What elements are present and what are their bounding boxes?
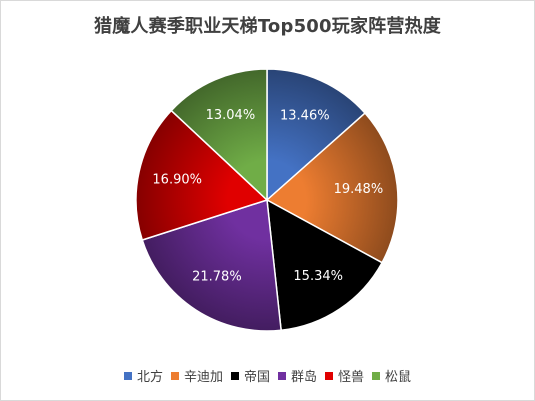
- pie-slice-北方: [266, 68, 367, 202]
- data-label: 13.04%: [206, 108, 256, 123]
- legend-label: 松鼠: [385, 370, 412, 385]
- pie-slice-怪兽: [135, 109, 269, 241]
- legend-swatch: [123, 371, 132, 380]
- data-label: 13.46%: [280, 109, 330, 124]
- legend-label: 怪兽: [338, 370, 365, 385]
- legend-swatch: [170, 371, 179, 380]
- legend-item: 怪兽: [325, 366, 364, 385]
- legend-label: 群岛: [291, 370, 318, 385]
- pie-slice-帝国: [266, 198, 384, 332]
- legend-item: 群岛: [278, 366, 317, 385]
- legend-swatch: [278, 371, 286, 380]
- data-label: 19.48%: [334, 182, 384, 197]
- legend-label: 帝国: [243, 370, 270, 385]
- legend-item: 松鼠: [372, 366, 411, 385]
- legend-item: 帝国: [230, 366, 270, 385]
- legend-item: 北方: [123, 366, 163, 385]
- legend-label: 北方: [136, 370, 163, 385]
- data-label: 21.78%: [192, 270, 242, 285]
- chart-title: 猎魔人赛季职业天梯Top500玩家阵营热度: [94, 16, 441, 37]
- pie-slice-松鼠: [170, 68, 268, 202]
- pie-slice-辛迪加: [265, 112, 399, 264]
- legend-item: 辛迪加: [170, 366, 223, 385]
- data-label: 15.34%: [293, 269, 343, 284]
- legend: 北方 辛迪加 帝国 群岛 怪兽 松鼠: [0, 366, 535, 385]
- data-label: 16.90%: [152, 172, 202, 187]
- legend-swatch: [230, 371, 239, 380]
- legend-swatch: [372, 371, 381, 380]
- legend-swatch: [325, 371, 334, 380]
- legend-label: 辛迪加: [183, 370, 223, 385]
- pie-slice-群岛: [141, 199, 282, 332]
